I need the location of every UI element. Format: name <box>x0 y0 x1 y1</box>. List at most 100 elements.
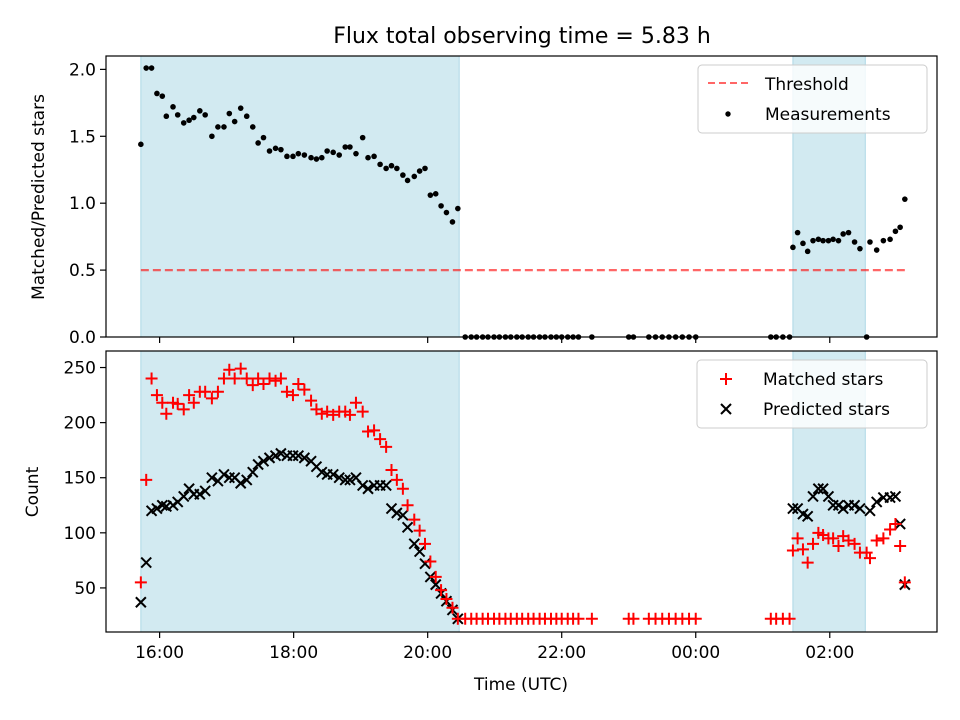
matched-point-77 <box>572 612 585 625</box>
measurement-point-99 <box>820 237 826 244</box>
xtick-label-1: 18:00 <box>269 643 318 663</box>
matched-point-46 <box>396 482 409 495</box>
measurement-point-50 <box>422 165 428 172</box>
measurement-point-32 <box>318 154 325 161</box>
matched-point-111 <box>884 523 897 536</box>
measurement-point-110 <box>880 237 887 244</box>
matched-point-47 <box>401 499 414 512</box>
matched-point-102 <box>832 540 845 553</box>
matched-point-110 <box>877 532 890 545</box>
matched-point-10 <box>187 396 200 409</box>
predicted-point-29 <box>298 452 311 464</box>
predicted-point-8 <box>178 490 190 503</box>
matched-legend-swatch <box>720 373 732 385</box>
measurement-point-35 <box>336 152 343 158</box>
matched-point-94 <box>791 532 804 545</box>
predicted-point-71 <box>864 505 876 517</box>
matched-point-33 <box>321 405 334 418</box>
predicted-point-46 <box>397 509 409 521</box>
measurement-point-23 <box>266 148 273 154</box>
measurement-point-6 <box>170 104 176 110</box>
matched-point-108 <box>863 552 876 565</box>
matched-point-16 <box>223 363 236 376</box>
measurement-point-10 <box>190 114 197 121</box>
predicted-point-39 <box>356 479 369 492</box>
measurement-point-93 <box>790 244 796 251</box>
measurement-point-26 <box>284 153 290 160</box>
measurement-point-106 <box>857 245 863 252</box>
predicted-point-48 <box>408 538 420 550</box>
matched-point-88 <box>689 612 702 625</box>
measurement-point-103 <box>840 231 846 237</box>
measurement-point-55 <box>449 219 456 225</box>
predicted-point-45 <box>391 507 403 519</box>
matched-point-50 <box>418 537 431 550</box>
matched-point-41 <box>368 424 381 437</box>
ratio-ytick-label-3: 1.5 <box>69 127 96 147</box>
matched-point-32 <box>315 407 328 420</box>
measurement-point-46 <box>400 172 406 178</box>
chart-title: Flux total observing time = 5.83 h <box>333 24 711 49</box>
measurement-point-113 <box>897 224 903 231</box>
ratio-legend: Threshold Measurements <box>697 64 928 134</box>
count-ytick-label-0: 50 <box>74 579 96 599</box>
predicted-point-4 <box>156 499 169 511</box>
count-legend: Matched stars Predicted stars <box>696 359 928 429</box>
ratio-ytick-label-0: 0.0 <box>69 328 96 348</box>
matched-point-37 <box>343 408 356 421</box>
predicted-point-61 <box>807 490 819 503</box>
matched-point-49 <box>413 524 426 537</box>
measurement-point-8 <box>180 120 187 126</box>
matched-point-112 <box>889 518 902 531</box>
ratio-ytick-label-2: 1.0 <box>69 194 96 214</box>
matched-point-26 <box>280 385 293 398</box>
matched-point-95 <box>796 543 809 556</box>
measurement-point-53 <box>438 203 444 209</box>
measurements-legend-label: Measurements <box>765 105 891 125</box>
measurement-point-56 <box>455 205 461 212</box>
measurement-point-39 <box>359 134 366 141</box>
predicted-point-1 <box>140 556 152 569</box>
measurement-point-95 <box>800 240 806 247</box>
predicted-point-36 <box>339 474 351 486</box>
matched-point-27 <box>286 389 299 402</box>
ratio-panel: 0.00.51.01.52.0 Matched/Predicted stars … <box>29 55 938 348</box>
matched-point-92 <box>783 612 796 625</box>
predicted-legend-swatch <box>720 403 732 415</box>
predicted-point-23 <box>263 452 276 464</box>
measurement-point-29 <box>301 152 308 158</box>
measurement-point-15 <box>221 124 227 130</box>
matched-point-104 <box>842 534 855 547</box>
predicted-point-21 <box>252 458 264 471</box>
measurement-point-3 <box>154 90 160 97</box>
predicted-point-60 <box>801 510 814 523</box>
count-ytick-label-4: 250 <box>64 359 96 379</box>
matched-point-14 <box>211 385 224 398</box>
matched-point-2 <box>145 372 158 385</box>
predicted-point-22 <box>257 455 270 467</box>
predicted-point-49 <box>413 545 426 558</box>
predicted-point-25 <box>275 447 287 460</box>
matched-point-114 <box>898 576 911 589</box>
matched-point-51 <box>424 555 437 568</box>
measurement-point-94 <box>794 229 801 236</box>
matched-point-25 <box>274 372 287 385</box>
measurement-point-114 <box>902 196 908 202</box>
measurement-point-36 <box>342 144 349 150</box>
predicted-point-37 <box>344 474 356 486</box>
matched-point-42 <box>374 433 387 446</box>
matched-point-109 <box>870 534 883 547</box>
matched-point-44 <box>385 464 398 477</box>
xtick-label-4: 00:00 <box>671 643 720 663</box>
measurement-point-97 <box>810 237 816 244</box>
measurement-point-48 <box>411 173 418 180</box>
count-panel: 50 100 150 200 250 16:00 18:00 20:00 22:00 00:00… <box>23 350 938 695</box>
matched-point-17 <box>228 372 241 385</box>
measurement-point-22 <box>260 134 267 141</box>
matched-point-30 <box>305 394 318 407</box>
measurement-point-111 <box>887 236 893 243</box>
measurement-point-24 <box>272 145 279 152</box>
matched-point-19 <box>240 372 253 385</box>
matched-point-21 <box>252 372 265 385</box>
matched-point-7 <box>171 397 184 410</box>
